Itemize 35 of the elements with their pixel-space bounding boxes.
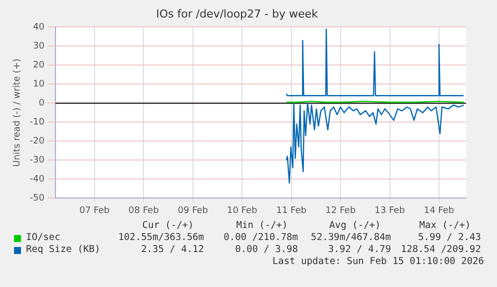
text: Avg (-/+) (329, 220, 381, 231)
y-tick-label: 40 (33, 22, 45, 33)
x-tick-label: 11 Feb (276, 206, 307, 216)
text: 0.00 / 3.98 (235, 244, 298, 255)
y-tick-label: 10 (33, 80, 45, 90)
y-tick-label: 0 (38, 98, 45, 109)
y-tick-label: 30 (33, 42, 45, 52)
x-tick-label: 14 Feb (424, 206, 454, 216)
chart-title: IOs for /dev/loop27 - by week (156, 7, 319, 20)
y-tick-label: 20 (33, 60, 45, 71)
text: 102.55m/363.56m (118, 232, 204, 243)
x-tick-label: 08 Feb (128, 206, 160, 216)
text: Cur (-/+) (142, 220, 194, 231)
legend-label: IO/sec (26, 232, 60, 243)
y-tick-label: -50 (30, 194, 45, 204)
text: 52.39m/467.84m (310, 232, 391, 243)
text: Min (-/+) (236, 220, 288, 231)
x-tick-label: 09 Feb (178, 206, 208, 216)
y-tick-label: -30 (30, 156, 45, 166)
text: 2.35 / 4.12 (141, 244, 204, 255)
text: 5.99 / 2.43 (418, 232, 481, 243)
y-tick-label: -40 (30, 174, 45, 185)
y-axis-title: Units read (-) / write (+) (12, 58, 23, 167)
text: Max (-/+) (419, 220, 471, 231)
text: 128.54 /209.92 (400, 244, 481, 255)
legend-label: Req Size (KB) (26, 244, 100, 255)
x-tick-label: 10 Feb (226, 206, 258, 216)
text: 3.92 / 4.79 (328, 244, 391, 255)
text: 0.00 /210.78m (224, 232, 298, 243)
x-tick-label: 07 Feb (79, 206, 110, 216)
x-tick-label: 12 Feb (325, 206, 356, 216)
y-tick-label: -20 (30, 136, 45, 147)
text: Last update: Sun Feb 15 01:10:00 2026 (272, 256, 484, 267)
y-tick-label: -10 (30, 118, 45, 128)
x-tick-label: 13 Feb (374, 206, 406, 216)
